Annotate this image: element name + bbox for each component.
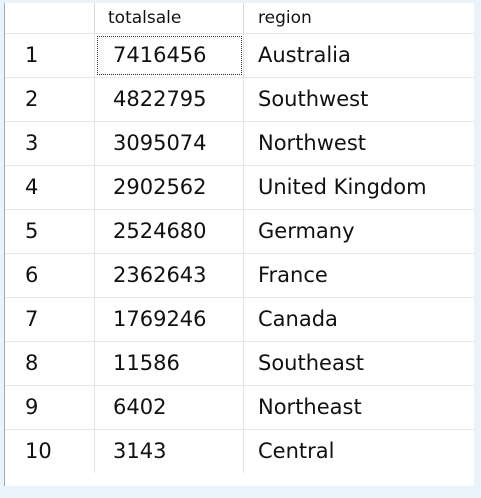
row-number[interactable]: 10 bbox=[5, 430, 95, 473]
totalsale-cell[interactable]: 2362643 bbox=[95, 254, 244, 297]
region-cell[interactable]: Australia bbox=[244, 34, 474, 77]
region-cell[interactable]: Canada bbox=[244, 298, 474, 341]
row-number[interactable]: 6 bbox=[5, 254, 95, 297]
table-row: 2 4822795 Southwest bbox=[5, 77, 474, 121]
column-header-region[interactable]: region bbox=[244, 3, 474, 33]
row-number[interactable]: 7 bbox=[5, 298, 95, 341]
row-number-header[interactable] bbox=[5, 3, 95, 33]
row-number[interactable]: 1 bbox=[5, 34, 95, 77]
table-row: 8 11586 Southeast bbox=[5, 341, 474, 385]
totalsale-cell[interactable]: 1769246 bbox=[95, 298, 244, 341]
totalsale-cell[interactable]: 2524680 bbox=[95, 210, 244, 253]
region-cell[interactable]: Northeast bbox=[244, 386, 474, 429]
row-number[interactable]: 8 bbox=[5, 342, 95, 385]
grid-header: totalsale region bbox=[5, 3, 474, 33]
row-number[interactable]: 4 bbox=[5, 166, 95, 209]
region-cell[interactable]: France bbox=[244, 254, 474, 297]
region-cell[interactable]: Central bbox=[244, 430, 474, 473]
totalsale-cell[interactable]: 4822795 bbox=[95, 78, 244, 121]
row-number[interactable]: 2 bbox=[5, 78, 95, 121]
region-cell[interactable]: Northwest bbox=[244, 122, 474, 165]
table-row: 7 1769246 Canada bbox=[5, 297, 474, 341]
table-row: 9 6402 Northeast bbox=[5, 385, 474, 429]
table-row: 5 2524680 Germany bbox=[5, 209, 474, 253]
table-row: 10 3143 Central bbox=[5, 429, 474, 473]
results-grid: totalsale region 1 7416456 Australia 2 4… bbox=[4, 3, 474, 486]
table-row: 4 2902562 United Kingdom bbox=[5, 165, 474, 209]
totalsale-cell[interactable]: 6402 bbox=[95, 386, 244, 429]
row-number[interactable]: 9 bbox=[5, 386, 95, 429]
totalsale-cell[interactable]: 7416456 bbox=[95, 34, 244, 77]
table-row: 6 2362643 France bbox=[5, 253, 474, 297]
column-header-totalsale[interactable]: totalsale bbox=[95, 3, 244, 33]
region-cell[interactable]: Southeast bbox=[244, 342, 474, 385]
row-number[interactable]: 5 bbox=[5, 210, 95, 253]
totalsale-cell[interactable]: 3143 bbox=[95, 430, 244, 473]
totalsale-cell[interactable]: 11586 bbox=[95, 342, 244, 385]
totalsale-cell[interactable]: 2902562 bbox=[95, 166, 244, 209]
table-row: 3 3095074 Northwest bbox=[5, 121, 474, 165]
region-cell[interactable]: Germany bbox=[244, 210, 474, 253]
region-cell[interactable]: Southwest bbox=[244, 78, 474, 121]
table-row: 1 7416456 Australia bbox=[5, 33, 474, 77]
row-number[interactable]: 3 bbox=[5, 122, 95, 165]
totalsale-cell[interactable]: 3095074 bbox=[95, 122, 244, 165]
region-cell[interactable]: United Kingdom bbox=[244, 166, 474, 209]
